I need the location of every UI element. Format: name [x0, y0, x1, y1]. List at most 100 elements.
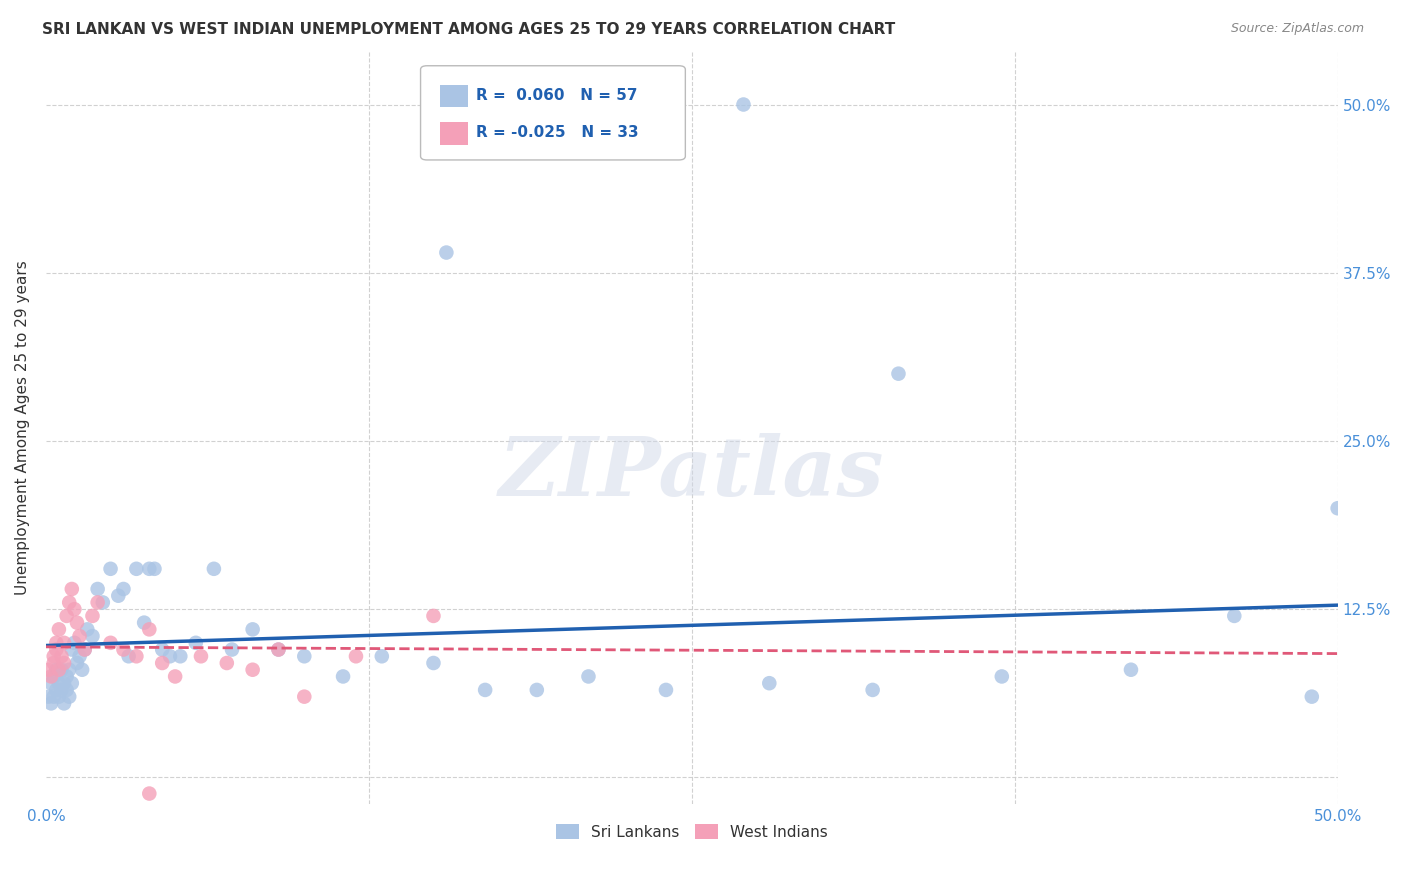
Point	[292, 690, 315, 704]
Point	[862, 682, 884, 697]
Point	[91, 595, 114, 609]
Point	[267, 642, 290, 657]
Point	[45, 642, 67, 657]
Point	[1301, 690, 1323, 704]
Point	[42, 656, 65, 670]
Point	[48, 676, 70, 690]
Point	[38, 690, 60, 704]
Point	[138, 787, 160, 801]
Point	[73, 642, 96, 657]
Point	[578, 669, 600, 683]
Point	[45, 682, 67, 697]
Point	[86, 595, 108, 609]
Text: R = -0.025   N = 33: R = -0.025 N = 33	[477, 126, 638, 140]
Point	[112, 642, 135, 657]
Text: Source: ZipAtlas.com: Source: ZipAtlas.com	[1230, 22, 1364, 36]
Point	[138, 562, 160, 576]
Point	[125, 649, 148, 664]
Point	[526, 682, 548, 697]
Point	[1223, 608, 1246, 623]
Point	[60, 582, 83, 596]
Point	[474, 682, 496, 697]
Point	[117, 649, 139, 664]
Point	[38, 663, 60, 677]
Point	[100, 636, 122, 650]
Point	[202, 562, 225, 576]
Point	[55, 669, 77, 683]
Point	[58, 690, 80, 704]
Point	[169, 649, 191, 664]
Bar	[440, 85, 468, 107]
Point	[73, 642, 96, 657]
Point	[165, 669, 187, 683]
Point	[53, 676, 76, 690]
Point	[69, 629, 91, 643]
Point	[66, 615, 89, 630]
Point	[39, 697, 62, 711]
Point	[134, 615, 156, 630]
Point	[758, 676, 780, 690]
Point	[267, 642, 290, 657]
Point	[159, 649, 181, 664]
Point	[655, 682, 678, 697]
Point	[332, 669, 354, 683]
Point	[58, 663, 80, 677]
Point	[42, 690, 65, 704]
Point	[51, 682, 73, 697]
Point	[422, 656, 444, 670]
Point	[371, 649, 394, 664]
Point	[58, 595, 80, 609]
Point	[215, 656, 238, 670]
Point	[39, 669, 62, 683]
Point	[150, 642, 173, 657]
Point	[42, 649, 65, 664]
Point	[66, 656, 89, 670]
Point	[125, 562, 148, 576]
Point	[107, 589, 129, 603]
Point	[48, 690, 70, 704]
Point	[242, 663, 264, 677]
Point	[292, 649, 315, 664]
Point	[63, 602, 86, 616]
Point	[100, 562, 122, 576]
Point	[60, 642, 83, 657]
Point	[138, 623, 160, 637]
Point	[1119, 663, 1142, 677]
Point	[53, 636, 76, 650]
Point	[76, 623, 98, 637]
Point	[45, 636, 67, 650]
Point	[70, 663, 93, 677]
Bar	[440, 122, 468, 145]
Point	[190, 649, 212, 664]
Point	[48, 663, 70, 677]
Point	[112, 582, 135, 596]
Point	[887, 367, 910, 381]
Point	[1326, 501, 1348, 516]
Text: SRI LANKAN VS WEST INDIAN UNEMPLOYMENT AMONG AGES 25 TO 29 YEARS CORRELATION CHA: SRI LANKAN VS WEST INDIAN UNEMPLOYMENT A…	[42, 22, 896, 37]
Legend: Sri Lankans, West Indians: Sri Lankans, West Indians	[550, 817, 834, 846]
Point	[991, 669, 1014, 683]
Point	[55, 682, 77, 697]
Text: ZIPatlas: ZIPatlas	[499, 433, 884, 513]
Point	[150, 656, 173, 670]
Point	[143, 562, 166, 576]
Point	[45, 663, 67, 677]
Point	[221, 642, 243, 657]
Point	[344, 649, 367, 664]
FancyBboxPatch shape	[420, 66, 685, 160]
Point	[63, 636, 86, 650]
Point	[242, 623, 264, 637]
Point	[82, 629, 104, 643]
Point	[53, 656, 76, 670]
Point	[82, 608, 104, 623]
Point	[60, 676, 83, 690]
Point	[39, 676, 62, 690]
Point	[69, 649, 91, 664]
Point	[48, 623, 70, 637]
Point	[51, 649, 73, 664]
Point	[42, 669, 65, 683]
Point	[422, 608, 444, 623]
Point	[53, 697, 76, 711]
Y-axis label: Unemployment Among Ages 25 to 29 years: Unemployment Among Ages 25 to 29 years	[15, 260, 30, 595]
Point	[184, 636, 207, 650]
